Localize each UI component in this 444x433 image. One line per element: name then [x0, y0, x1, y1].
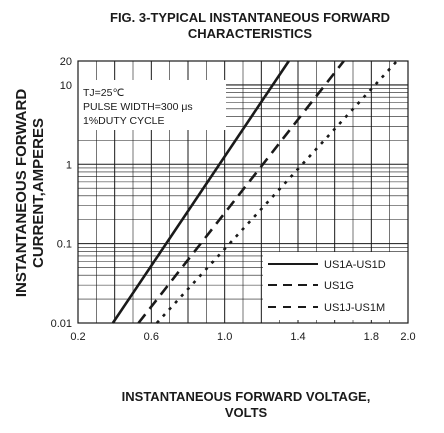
y-tick-label: 0.01: [51, 318, 72, 330]
y-axis-label-line2: CURRENT,AMPERES: [30, 118, 47, 268]
data-series: [111, 60, 398, 324]
condition-temperature: TJ=25℃: [83, 87, 124, 99]
series-line-us1g: [137, 60, 345, 324]
legend: US1A-US1D US1G US1J-US1M: [263, 252, 409, 320]
x-tick-label: 1.0: [217, 331, 232, 343]
condition-duty-cycle: 1%DUTY CYCLE: [83, 115, 165, 127]
x-tick-label: 0.2: [70, 331, 85, 343]
legend-label-us1j-us1m: US1J-US1M: [324, 302, 385, 314]
x-tick-label: 1.8: [364, 331, 379, 343]
x-axis-label-line2: VOLTS: [225, 405, 268, 420]
y-tick-label: 20: [60, 56, 72, 68]
plot-frame: [77, 60, 409, 324]
y-tick-label: 1: [66, 159, 72, 171]
legend-label-us1g: US1G: [324, 280, 354, 292]
x-tick-label: 1.4: [290, 331, 305, 343]
y-axis-label-line1: INSTANTANEOUS FORWARD: [13, 89, 30, 297]
x-axis-label-line1: INSTANTANEOUS FORWARD VOLTAGE,: [122, 389, 371, 404]
legend-label-us1a-us1d: US1A-US1D: [324, 259, 386, 271]
chart-title-line2: CHARACTERISTICS: [188, 26, 313, 41]
x-tick-label: 2.0: [400, 331, 415, 343]
axis-ticks: 0.01 0.1 1 10 20 0.2 0.6 1.0 1.4 1.8 2.0: [51, 56, 416, 343]
conditions-box: [78, 80, 226, 130]
series-line-us1a-us1d: [111, 60, 290, 324]
x-tick-label: 0.6: [144, 331, 159, 343]
chart-title-line1: FIG. 3-TYPICAL INSTANTANEOUS FORWARD: [110, 10, 390, 25]
y-tick-label: 0.1: [57, 239, 72, 251]
condition-pulse-width: PULSE WIDTH=300 μs: [83, 101, 193, 113]
y-tick-label: 10: [60, 80, 72, 92]
